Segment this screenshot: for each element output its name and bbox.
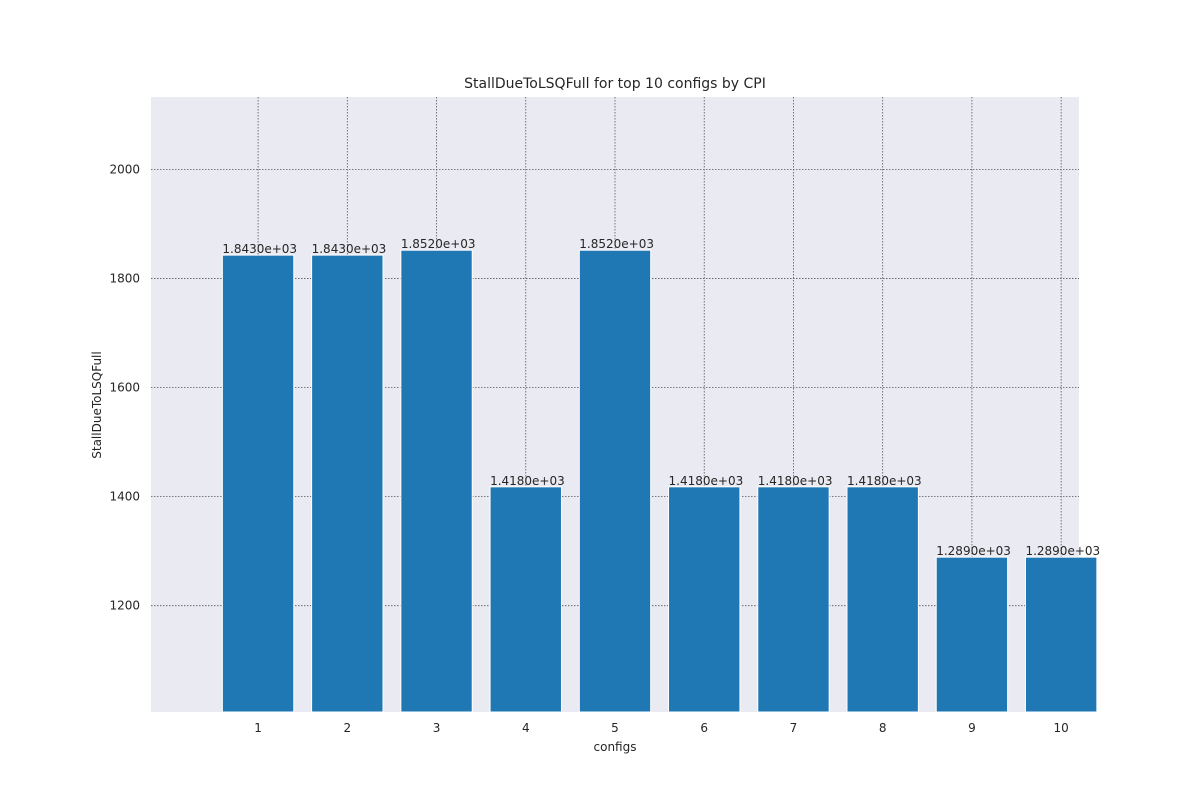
y-tick-label: 1800 [109,272,140,286]
x-axis-title: configs [594,740,637,754]
x-tick-label: 5 [611,721,619,735]
x-tick-labels: 1 2 3 4 5 6 7 8 9 10 [254,721,1069,735]
bar-value-label: 1.4180e+03 [490,474,565,488]
bar-value-label: 1.2890e+03 [1025,544,1100,558]
bar-value-label: 1.8520e+03 [401,237,476,251]
chart-title: StallDueToLSQFull for top 10 configs by … [464,76,766,92]
x-tick-label: 3 [433,721,441,735]
bar-value-label: 1.4180e+03 [758,474,833,488]
bar [668,486,741,713]
y-tick-label: 2000 [109,163,140,177]
x-tick-label: 9 [968,721,976,735]
bar [400,249,473,713]
x-tick-label: 1 [254,721,262,735]
y-tick-labels: 1200 1400 1600 1800 2000 [109,163,140,613]
bar [221,254,295,713]
y-tick-label: 1400 [109,490,140,504]
x-tick-label: 6 [700,721,708,735]
bar [935,556,1009,713]
y-tick-label: 1200 [109,599,140,613]
bars [221,249,1098,713]
bar [757,486,830,713]
x-tick-label: 7 [790,721,798,735]
bar [489,486,562,713]
x-tick-label: 2 [343,721,351,735]
data-labels: 1.8430e+03 1.8430e+03 1.8520e+03 1.4180e+03… [222,237,1100,558]
bar-value-label: 1.2890e+03 [936,544,1011,558]
x-tick-label: 8 [879,721,887,735]
x-tick-label: 4 [522,721,530,735]
bar-value-label: 1.8430e+03 [312,242,387,256]
bar [846,486,919,713]
x-tick-label: 10 [1054,721,1069,735]
bar [311,254,384,713]
bar [1024,556,1098,713]
bar [578,249,652,713]
bar-value-label: 1.4180e+03 [847,474,922,488]
bar-value-label: 1.8430e+03 [222,242,297,256]
y-axis-title: StallDueToLSQFull [90,351,104,458]
bar-value-label: 1.4180e+03 [669,474,744,488]
bar-value-label: 1.8520e+03 [579,237,654,251]
y-tick-label: 1600 [109,381,140,395]
